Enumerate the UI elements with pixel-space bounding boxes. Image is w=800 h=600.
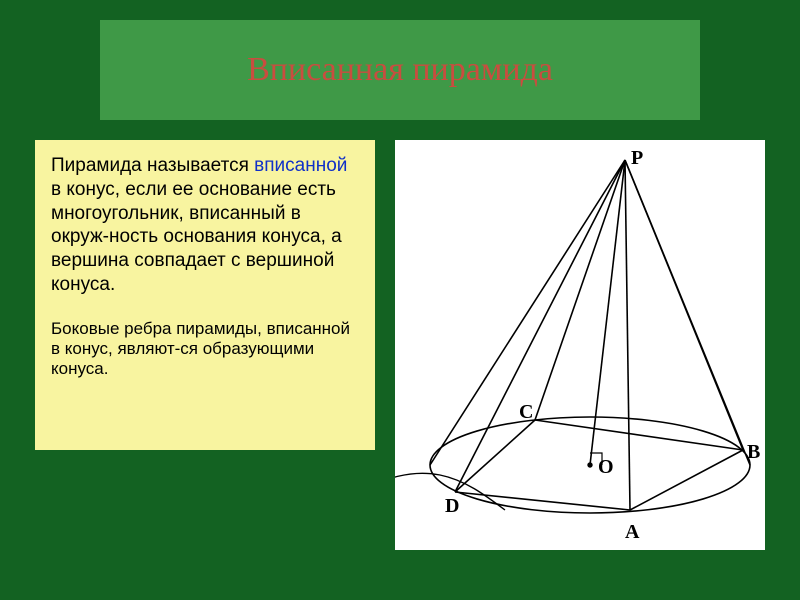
slide-title: Вписанная пирамида	[247, 51, 553, 89]
definition-panel: Пирамида называется вписанной в конус, е…	[35, 140, 375, 450]
svg-text:O: O	[598, 456, 614, 478]
definition-note: Боковые ребра пирамиды, вписанной в кону…	[51, 319, 359, 380]
svg-text:P: P	[631, 147, 643, 169]
svg-text:B: B	[747, 441, 760, 463]
figure-panel: P O A B C D	[395, 140, 765, 550]
title-panel: Вписанная пирамида	[100, 20, 700, 120]
def-prefix: Пирамида называется	[51, 155, 254, 176]
def-keyword: вписанной	[254, 155, 347, 176]
svg-text:A: A	[625, 521, 640, 543]
definition-text: Пирамида называется вписанной в конус, е…	[51, 154, 359, 297]
svg-text:C: C	[519, 401, 533, 423]
def-rest: в конус, если ее основание есть многоуго…	[51, 179, 342, 295]
cone-pyramid-figure: P O A B C D	[395, 140, 765, 550]
svg-text:D: D	[445, 495, 459, 517]
